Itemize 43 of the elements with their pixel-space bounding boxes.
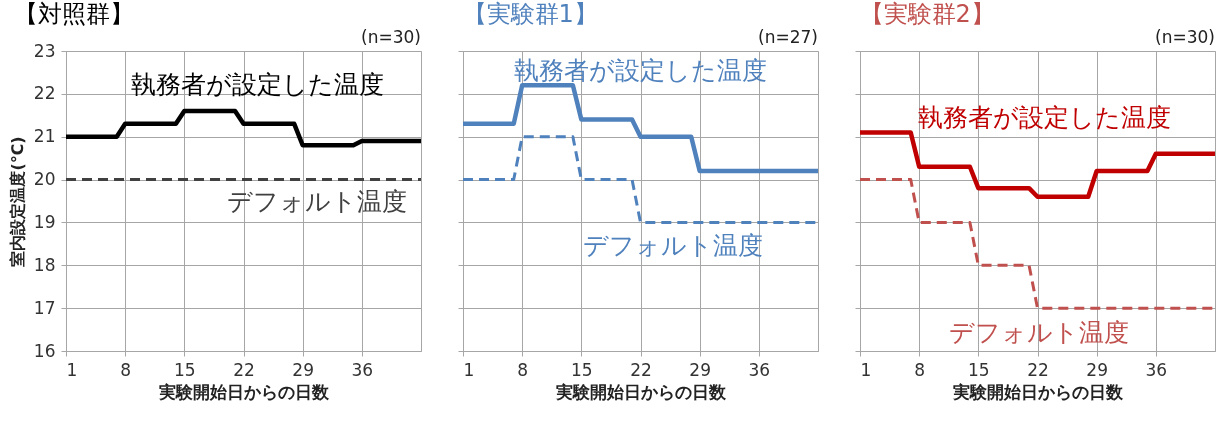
chart-title: 【実験群2】	[859, 0, 995, 28]
x-tick-label: 29	[292, 359, 314, 380]
x-tick-label: 1	[66, 359, 78, 380]
x-tick-label: 29	[1086, 359, 1108, 380]
x-tick-label: 22	[1027, 359, 1049, 380]
x-tick-label: 8	[914, 359, 926, 380]
y-tick-label: 22	[33, 83, 56, 104]
y-tick-label: 17	[33, 297, 56, 318]
x-tick-label: 15	[968, 359, 990, 380]
series-label: 執務者が設定した温度	[513, 56, 767, 85]
x-axis-title: 実験開始日からの日数	[555, 381, 727, 402]
chart-title: 【実験群1】	[462, 0, 598, 28]
series-label: 執務者が設定した温度	[130, 70, 384, 99]
x-tick-label: 1	[860, 359, 872, 380]
text: (n=30)	[1155, 27, 1215, 47]
chart-title: 【対照群】	[14, 0, 135, 28]
x-tick-label: 15	[571, 359, 593, 380]
x-tick-label: 15	[174, 359, 196, 380]
x-tick-label: 22	[630, 359, 652, 380]
y-tick-label: 21	[33, 126, 56, 147]
text: (n=30)	[361, 27, 421, 47]
x-tick-label: 1	[463, 359, 475, 380]
y-tick-label: 23	[33, 40, 56, 61]
y-tick-label: 16	[33, 340, 56, 361]
series-label: デフォルト温度	[949, 318, 1129, 347]
line-series	[63, 108, 424, 148]
x-tick-label: 8	[517, 359, 529, 380]
x-tick-label: 29	[689, 359, 711, 380]
x-axis-title: 実験開始日からの日数	[158, 381, 330, 402]
x-tick-label: 8	[120, 359, 132, 380]
y-tick-label: 18	[33, 254, 56, 275]
y-axis-title: 室内設定温度(℃)	[7, 136, 27, 267]
x-tick-label: 22	[233, 359, 255, 380]
x-tick-label: 36	[1145, 359, 1168, 380]
x-tick-label: 36	[351, 359, 374, 380]
series-label: 執務者が設定した温度	[917, 103, 1171, 132]
x-axis-title: 実験開始日からの日数	[952, 381, 1124, 402]
y-tick-label: 19	[33, 211, 56, 232]
text: (n=27)	[758, 27, 818, 47]
series-label: デフォルト温度	[227, 187, 407, 216]
series-label: デフォルト温度	[583, 231, 763, 260]
y-tick-label: 20	[33, 169, 56, 190]
x-tick-label: 36	[748, 359, 771, 380]
